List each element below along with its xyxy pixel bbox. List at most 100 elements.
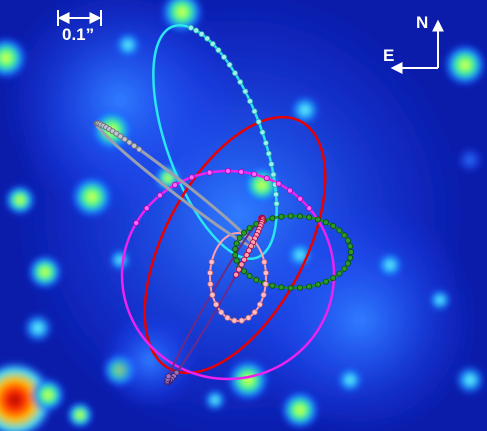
magenta-orbit-point (286, 187, 293, 194)
star-blob (376, 251, 404, 279)
pink-orbit-point (245, 314, 252, 321)
cyan-orbit-point (231, 70, 238, 77)
purple-orbit-point (165, 373, 172, 380)
green-orbit-point (336, 227, 343, 234)
green-orbit-point (246, 272, 253, 279)
green-orbit-point (344, 260, 351, 267)
red-orbit-point (235, 266, 242, 273)
gray-orbit-point (113, 130, 120, 137)
star-blob (428, 288, 452, 312)
red-orbit (143, 115, 327, 375)
star-blob (286, 241, 314, 269)
star-blob (203, 388, 227, 412)
pink-orbit-point (209, 291, 216, 298)
red-orbit-point (241, 256, 248, 263)
magenta-orbit-point (263, 175, 270, 182)
pink-orbit-point (251, 309, 258, 316)
cyan-orbit-point (259, 129, 266, 136)
magenta-orbit-point (306, 205, 313, 212)
cyan-orbit-point (251, 108, 258, 115)
pink-orbit-point (208, 258, 215, 265)
pink-orbit-point (218, 309, 225, 316)
green-orbit-point (347, 248, 354, 255)
green-orbit-point (240, 229, 247, 236)
star-blob (0, 360, 55, 431)
magenta-orbit-point (188, 174, 195, 181)
cyan-orbit-point (226, 61, 233, 68)
pink-orbit-point (238, 317, 245, 324)
green-orbit-point (347, 254, 354, 261)
green-orbit-point (233, 257, 240, 264)
green-orbit-point (296, 213, 303, 220)
green-orbit-point (287, 284, 294, 291)
green-orbit-point (314, 216, 321, 223)
star-blob (456, 146, 484, 174)
green-orbit-point (306, 283, 313, 290)
red-orbit-point (233, 271, 240, 278)
magenta-orbit-point (275, 180, 282, 187)
cyan-orbit-point (262, 139, 269, 146)
star-blob (30, 377, 66, 413)
green-orbit-point (278, 284, 285, 291)
magenta-orbit-point (238, 168, 245, 175)
star-blob (100, 310, 200, 410)
pink-orbit-point (260, 291, 267, 298)
red-orbit-point (238, 261, 245, 268)
magenta-orbit-point (171, 181, 178, 188)
cyan-orbit-point (215, 47, 222, 54)
green-orbit-point (314, 281, 321, 288)
green-orbit-point (322, 219, 329, 226)
north-label: N (416, 13, 428, 32)
pink-orbit-point (262, 281, 269, 288)
star-blob (114, 31, 142, 59)
red-orbit-point (243, 251, 250, 258)
green-orbit-point (233, 240, 240, 247)
star-blob (108, 248, 132, 272)
pink-orbit-point (207, 269, 214, 276)
green-orbit-point (330, 274, 337, 281)
magenta-orbit-point (206, 169, 213, 176)
star-blob (226, 358, 270, 402)
pink-orbit (209, 232, 267, 322)
cyan-orbit-point (246, 98, 253, 105)
green-orbit-point (269, 215, 276, 222)
gray-orbit-point (117, 133, 124, 140)
cyan-orbit-point (272, 191, 279, 198)
cyan-orbit-point (270, 171, 277, 178)
magenta-orbit-point (251, 171, 258, 178)
pink-orbit-point (231, 317, 238, 324)
green-orbit-point (341, 232, 348, 239)
green-orbit-point (330, 222, 337, 229)
green-orbit-point (240, 268, 247, 275)
green-orbit-point (269, 282, 276, 289)
green-orbit-point (347, 243, 354, 250)
pink-orbit-point (261, 258, 268, 265)
star-blob (280, 390, 320, 430)
cyan-orbit-point (187, 24, 194, 31)
green-orbit-point (296, 284, 303, 291)
gray-orbit-point (126, 139, 133, 146)
star-blob (336, 366, 364, 394)
cyan-orbit-point (198, 31, 205, 38)
pink-orbit-point (256, 301, 263, 308)
green-orbit-point (232, 246, 239, 253)
cyan-orbit-point (193, 27, 200, 34)
star-blob (22, 312, 54, 344)
cyan-orbit-point (237, 79, 244, 86)
east-label: E (383, 46, 394, 65)
gray-orbit-point (121, 136, 128, 143)
green-orbit-point (322, 278, 329, 285)
cyan-orbit-point (268, 161, 275, 168)
pink-orbit-point (262, 269, 269, 276)
green-orbit-point (344, 237, 351, 244)
scale-bar: 0.1” (57, 10, 102, 44)
pink-orbit-point (207, 281, 214, 288)
gray-orbit-point (131, 142, 138, 149)
green-orbit-point (232, 251, 239, 258)
star-blob (289, 94, 321, 126)
magenta-orbit-point (143, 205, 150, 212)
pink-orbit-point (224, 314, 231, 321)
